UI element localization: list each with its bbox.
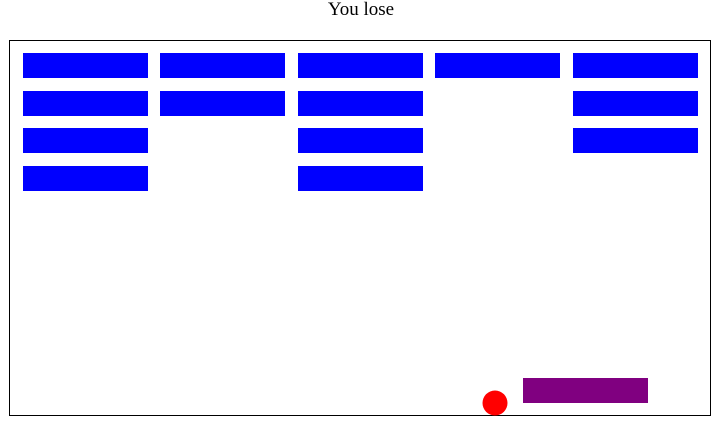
ball xyxy=(482,390,508,416)
bricks xyxy=(23,53,698,191)
brick xyxy=(298,91,423,116)
paddle xyxy=(523,378,648,403)
brick xyxy=(23,166,148,191)
brick xyxy=(298,53,423,78)
brick xyxy=(573,53,698,78)
brick xyxy=(23,91,148,116)
brick xyxy=(573,91,698,116)
brick xyxy=(23,128,148,153)
brick xyxy=(160,53,285,78)
brick xyxy=(160,91,285,116)
brick xyxy=(298,166,423,191)
brick xyxy=(435,53,560,78)
brick xyxy=(573,128,698,153)
brick xyxy=(23,53,148,78)
brick xyxy=(298,128,423,153)
game-status: You lose xyxy=(327,0,395,20)
